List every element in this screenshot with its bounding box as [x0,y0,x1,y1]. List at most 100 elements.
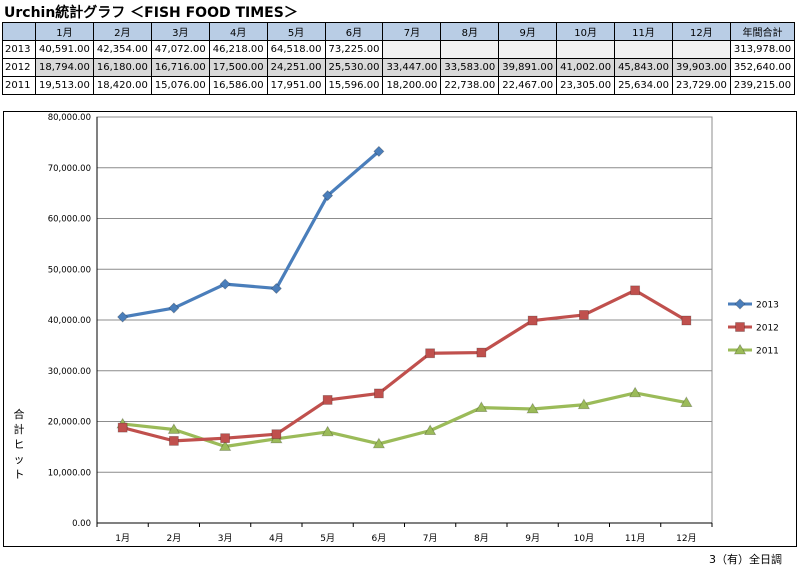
data-point [218,440,232,451]
table-cell: 40,591.00 [35,40,94,59]
x-tick-label: 9月 [525,533,540,544]
x-tick-label: 11月 [625,533,645,544]
data-point [219,278,231,290]
table-cell [556,40,616,59]
data-point [321,425,334,437]
legend-label: 2011 [756,347,779,357]
table-header-cell: 12月 [671,22,731,41]
table-cell: 39,891.00 [498,58,558,77]
x-tick-label: 10月 [574,533,594,544]
row-total-cell: 352,640.00 [729,58,796,77]
data-point [423,424,437,436]
y-tick-label: 50,000.00 [48,265,91,275]
table-header-cell: 10月 [556,22,616,41]
table-header-cell: 2月 [92,22,152,41]
x-tick-label: 4月 [269,533,284,544]
x-tick-label: 2月 [167,533,182,544]
data-point [168,435,179,446]
y-tick-label: 20,000.00 [48,418,91,428]
data-point [372,437,386,449]
y-tick-label: 80,000.00 [48,113,91,123]
table-row: 2013 40,591.00 42,354.00 47,072.00 46,218.00… [2,40,796,59]
data-point [735,322,745,332]
data-point [270,282,282,295]
table-cell: 17,951.00 [266,76,326,95]
data-point [117,422,128,433]
data-point [220,433,231,444]
data-point [577,398,591,410]
table-header-cell: 5月 [266,22,326,41]
table-cell: 18,200.00 [382,76,442,95]
table-cell: 17,500.00 [208,58,268,77]
row-total-cell: 313,978.00 [729,40,796,59]
table-header-cell: 3月 [150,22,210,41]
data-point [117,311,129,323]
table-header-cell: 9月 [498,22,558,41]
table-cell: 39,903.00 [671,58,731,77]
x-tick-label: 5月 [320,533,335,544]
table-cell [440,40,500,59]
stats-table: 1月 2月 3月 4月 5月 6月 7月 8月 9月 10月 11月 12月 年間合計 2013 40,5… [2,22,796,95]
data-point [475,401,488,413]
x-tick-label: 12月 [676,533,696,544]
table-cell [382,40,442,59]
table-cell: 47,072.00 [150,40,210,59]
table-cell: 15,076.00 [150,76,210,95]
table-row: 2011 19,513.00 18,420.00 15,076.00 16,586.00… [2,76,796,95]
table-header-row: 1月 2月 3月 4月 5月 6月 7月 8月 9月 10月 11月 12月 年間合計 [2,22,796,41]
y-tick-label: 70,000.00 [48,164,91,174]
table-cell: 15,596.00 [324,76,384,95]
data-point [680,396,693,407]
table-header-cell: 8月 [440,22,500,41]
y-axis-label: 合計ヒット [13,408,25,481]
table-cell: 16,586.00 [208,76,268,95]
row-total-cell: 239,215.00 [729,76,796,95]
legend-label: 2013 [756,301,779,311]
series-line-2011 [122,391,687,449]
table-cell [671,40,731,59]
table-cell: 23,729.00 [671,76,731,95]
table-cell: 18,794.00 [35,58,94,77]
table-cell [614,40,673,59]
x-tick-label: 1月 [115,533,130,544]
legend-label: 2012 [756,324,779,334]
table-cell: 45,843.00 [614,58,673,77]
table-cell: 23,305.00 [556,76,616,95]
table-cell: 41,002.00 [556,58,616,77]
table-cell: 22,467.00 [498,76,558,95]
data-point [526,402,539,414]
data-point [168,302,180,314]
x-tick-label: 7月 [423,533,438,544]
table-cell: 25,530.00 [324,58,384,77]
data-point [578,310,589,320]
table-cell: 24,251.00 [266,58,326,77]
x-tick-label: 3月 [218,533,233,544]
chart-area: 0.00 10,000.00 20,000.00 30,000.00 40,000.00… [3,111,797,547]
table-cell: 19,513.00 [35,76,94,95]
data-point [681,315,692,326]
data-point [734,298,746,310]
table-cell: 64,518.00 [266,40,326,59]
data-point [628,386,642,398]
data-point [425,348,436,359]
table-row: 2012 18,794.00 16,180.00 16,716.00 17,500.00… [2,58,796,77]
table-cell: 16,180.00 [92,58,152,77]
data-point [322,190,334,202]
table-cell [498,40,558,59]
footer-credit: 3（有）全日調 [709,553,782,566]
row-year-cell: 2013 [2,40,36,59]
table-header-cell: 7月 [382,22,442,41]
series-line-2013 [122,150,380,319]
data-point [322,395,333,405]
data-point [167,423,181,434]
table-cell: 42,354.00 [92,40,152,59]
table-header-cell: 4月 [208,22,268,41]
table-cell: 16,716.00 [150,58,210,77]
data-point [733,343,747,355]
table-cell: 73,225.00 [324,40,384,59]
y-tick-label: 0.00 [72,519,91,529]
table-header-cell: 1月 [35,22,94,41]
table-cell: 22,738.00 [440,76,500,95]
y-tick-label: 60,000.00 [48,215,91,225]
page-title: Urchin統計グラフ ＜FISH FOOD TIMES＞ [4,5,298,21]
